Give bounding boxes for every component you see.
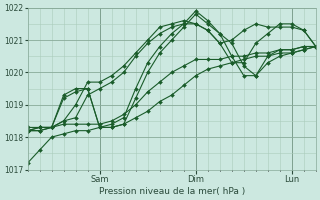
X-axis label: Pression niveau de la mer( hPa ): Pression niveau de la mer( hPa ) (99, 187, 245, 196)
